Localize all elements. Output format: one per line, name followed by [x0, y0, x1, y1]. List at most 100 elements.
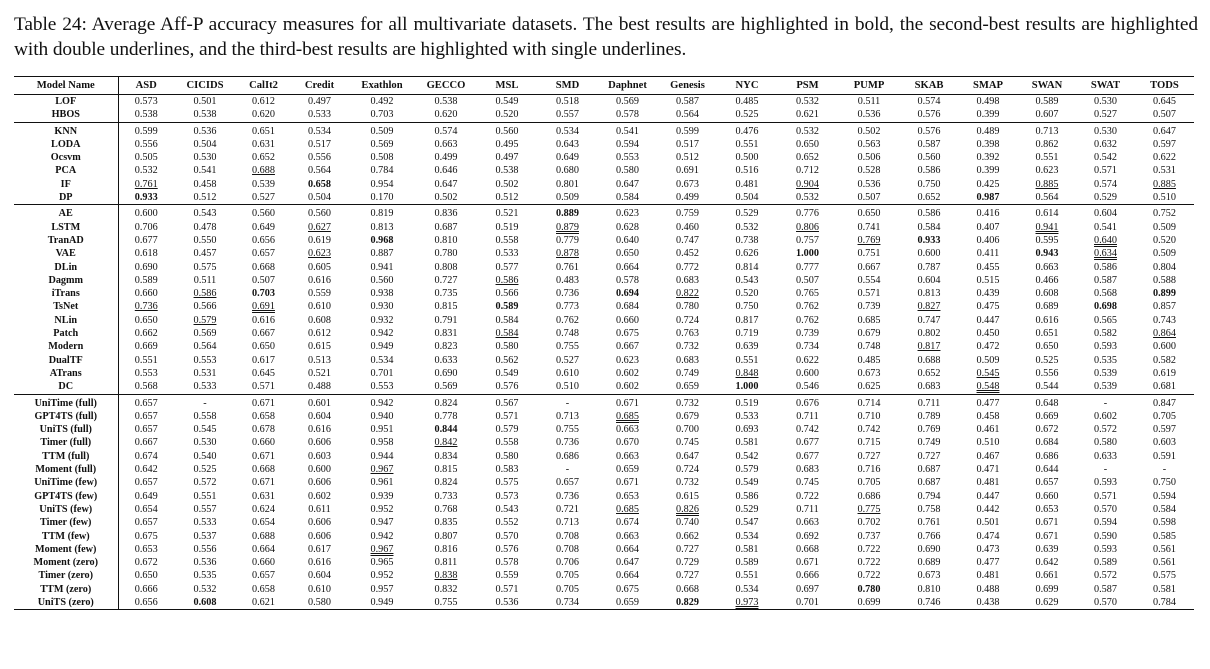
- score-value: 0.489: [976, 125, 1000, 137]
- score-value: 0.623: [616, 354, 639, 366]
- score-cell: 0.558: [476, 436, 538, 449]
- score-value: 0.631: [252, 490, 275, 502]
- score-value: 0.668: [796, 543, 819, 555]
- score-cell: 0.534: [538, 121, 597, 138]
- score-value: 0.521: [495, 208, 519, 220]
- score-value: 0.727: [676, 570, 699, 582]
- score-cell: 0.461: [958, 423, 1018, 436]
- score-cell: 0.560: [236, 204, 291, 221]
- score-cell: 0.648: [1018, 393, 1076, 410]
- score-value: 0.572: [1094, 424, 1117, 436]
- score-cell: 0.705: [538, 583, 597, 596]
- score-value: 0.492: [370, 96, 394, 107]
- score-cell: 0.623: [1018, 164, 1076, 177]
- score-value: 0.447: [976, 314, 1000, 326]
- score-cell: 0.808: [416, 261, 476, 274]
- score-value: 0.532: [735, 221, 759, 233]
- score-value: 0.755: [434, 596, 458, 608]
- score-cell: 0.957: [348, 583, 416, 596]
- score-value: 0.620: [434, 109, 458, 121]
- score-cell: 0.589: [1076, 556, 1135, 569]
- score-cell: 0.810: [416, 234, 476, 247]
- score-value: 0.826: [676, 503, 699, 515]
- score-value: 0.813: [370, 221, 394, 233]
- score-value: 0.520: [735, 288, 759, 300]
- score-cell: 0.672: [1018, 423, 1076, 436]
- score-cell: 0.694: [597, 287, 658, 300]
- score-cell: 0.606: [291, 476, 348, 489]
- score-cell: 0.660: [236, 556, 291, 569]
- score-cell: 0.657: [538, 476, 597, 489]
- score-value: 0.554: [857, 274, 881, 286]
- table-row: UniTime (few) 0.657 0.572 0.671 0.606 0.961 0.…: [14, 476, 1194, 490]
- score-value: 0.620: [252, 109, 275, 121]
- score-cell: 0.784: [348, 164, 416, 177]
- table-row: DualTF 0.551 0.553 0.617 0.513 0.534 0.633 0.56…: [14, 353, 1194, 367]
- model-name-cell: Moment (few): [14, 542, 119, 557]
- score-value: 0.652: [252, 152, 275, 164]
- score-value: 0.509: [556, 192, 579, 204]
- score-cell: 0.729: [658, 556, 717, 569]
- column-header-calit2: CalIt2: [236, 76, 291, 95]
- score-cell: 0.615: [658, 490, 717, 503]
- score-value: 0.553: [370, 381, 394, 393]
- score-value: 0.628: [616, 221, 639, 233]
- score-value: 0.742: [857, 424, 881, 436]
- score-cell: 0.647: [658, 450, 717, 463]
- score-cell: 0.736: [118, 300, 174, 313]
- score-cell: 0.823: [416, 340, 476, 353]
- results-table-container: Model Name ASD CICIDS CalIt2 Credit Exathlon G…: [14, 76, 1194, 611]
- score-cell: 0.940: [348, 410, 416, 423]
- score-cell: 0.736: [538, 436, 597, 449]
- score-cell: 0.627: [291, 221, 348, 234]
- score-cell: 0.719: [717, 327, 777, 340]
- score-cell: 0.807: [416, 530, 476, 543]
- table-body: LOF 0.573 0.501 0.612 0.497 0.492 0.538 0.549 0.…: [14, 94, 1194, 611]
- table-row: NLin 0.650 0.579 0.616 0.608 0.932 0.791 0.584 0…: [14, 313, 1194, 328]
- score-cell: 0.832: [416, 583, 476, 596]
- table-row: Moment (full) 0.642 0.525 0.668 0.600 0.967 0.…: [14, 463, 1194, 477]
- score-value: 0.539: [252, 178, 275, 190]
- score-cell: 0.618: [118, 247, 174, 260]
- score-value: 0.606: [308, 530, 331, 542]
- score-cell: 0.657: [236, 247, 291, 260]
- score-value: 0.647: [434, 178, 458, 190]
- score-value: 0.750: [735, 301, 759, 313]
- score-cell: 0.864: [1135, 327, 1194, 340]
- score-value: 0.804: [1153, 261, 1176, 273]
- score-value: 0.481: [735, 178, 759, 190]
- model-name-cell: Timer (few): [14, 516, 119, 530]
- score-cell: 0.736: [538, 490, 597, 503]
- score-cell: 0.623: [597, 204, 658, 221]
- score-value: 0.748: [857, 341, 881, 353]
- score-value: 0.701: [370, 367, 394, 379]
- score-value: 0.663: [1035, 261, 1059, 273]
- score-value: 0.541: [1094, 221, 1117, 233]
- score-cell: 0.727: [838, 450, 900, 463]
- score-value: 0.543: [735, 274, 759, 286]
- score-value: 0.546: [796, 381, 819, 393]
- score-value: 0.671: [252, 450, 275, 462]
- score-cell: 0.779: [538, 234, 597, 247]
- score-value: 0.642: [1035, 557, 1059, 569]
- score-cell: 0.904: [777, 178, 838, 191]
- score-value: 0.643: [556, 138, 579, 150]
- score-value: 0.538: [434, 96, 458, 107]
- score-value: 0.527: [556, 354, 579, 366]
- score-value: 0.542: [1094, 152, 1117, 164]
- score-cell: 0.685: [597, 410, 658, 423]
- score-value: 0.509: [1153, 248, 1176, 260]
- score-value: 0.650: [134, 314, 158, 326]
- score-value: 0.616: [308, 557, 331, 569]
- score-value: 0.576: [495, 543, 519, 555]
- model-name-cell: GPT4TS (few): [14, 489, 119, 503]
- score-value: 0.961: [370, 477, 394, 489]
- score-cell: 0.755: [538, 423, 597, 436]
- score-cell: 0.757: [777, 234, 838, 247]
- score-value: 0.822: [676, 288, 699, 300]
- score-cell: 0.747: [900, 314, 958, 327]
- score-cell: 0.536: [174, 121, 236, 138]
- score-value: 0.667: [252, 328, 275, 340]
- score-value: 0.667: [857, 261, 881, 273]
- score-cell: 0.516: [717, 164, 777, 177]
